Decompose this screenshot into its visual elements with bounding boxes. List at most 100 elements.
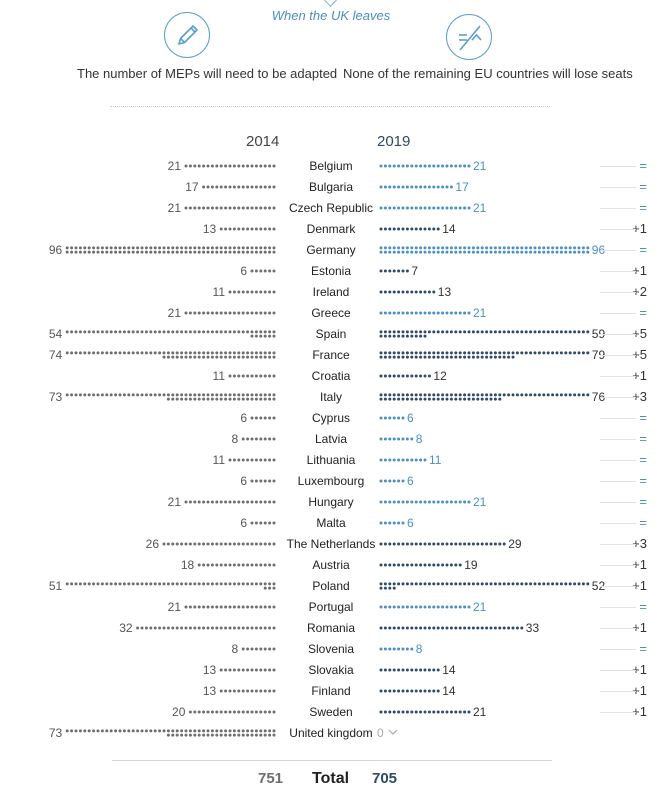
seat-dot-2019 xyxy=(423,605,427,609)
seat-dot-2019 xyxy=(436,250,440,254)
seat-dot-2014 xyxy=(250,437,254,441)
change-label: = xyxy=(639,641,647,656)
seat-dot-2019 xyxy=(427,311,431,315)
seat-dot-2014 xyxy=(210,605,214,609)
seat-dot-2019 xyxy=(546,393,550,397)
value-label-2019: 8 xyxy=(416,432,423,446)
seat-dot-2014 xyxy=(254,393,258,397)
seat-dot-2019 xyxy=(392,668,396,672)
seat-dot-2014 xyxy=(127,351,131,355)
seat-dot-2019 xyxy=(410,668,414,672)
seat-dot-2019 xyxy=(507,246,511,250)
seat-dot-2014 xyxy=(250,250,254,254)
value-label-2019: 76 xyxy=(592,390,606,404)
seat-dot-2019 xyxy=(586,330,590,334)
seat-dot-2019 xyxy=(379,227,383,231)
seat-dot-2019 xyxy=(581,393,585,397)
seat-dot-2014 xyxy=(188,397,192,401)
seat-dot-2014 xyxy=(272,334,276,338)
seat-dot-2019 xyxy=(445,206,449,210)
seat-dot-2014 xyxy=(215,397,219,401)
seat-dot-2014 xyxy=(96,250,100,254)
seat-dot-2014 xyxy=(162,582,166,586)
seat-dot-2019 xyxy=(467,710,471,714)
seat-dot-2019 xyxy=(476,246,480,250)
seat-dot-2019 xyxy=(414,458,418,462)
country-label: Cyprus xyxy=(312,411,350,425)
seat-dot-2014 xyxy=(197,397,201,401)
seat-dot-2019 xyxy=(454,206,458,210)
value-label-2019: 21 xyxy=(473,600,487,614)
seat-dot-2019 xyxy=(414,206,418,210)
seat-dot-2019 xyxy=(383,397,387,401)
seat-dot-2019 xyxy=(480,582,484,586)
seat-dot-2014 xyxy=(246,689,250,693)
seat-dot-2014 xyxy=(215,626,219,630)
seat-dot-2014 xyxy=(224,250,228,254)
seat-dot-2014 xyxy=(241,710,245,714)
seat-dot-2019 xyxy=(388,521,392,525)
seat-dot-2019 xyxy=(397,437,401,441)
seat-dot-2019 xyxy=(379,355,383,359)
seat-dot-2019 xyxy=(449,330,453,334)
seat-dot-2019 xyxy=(551,351,555,355)
seat-dot-2019 xyxy=(405,437,409,441)
seat-dot-2014 xyxy=(149,246,153,250)
seat-dot-2019 xyxy=(401,269,405,273)
seat-dot-2019 xyxy=(419,500,423,504)
seat-dot-2019 xyxy=(467,397,471,401)
seat-dot-2014 xyxy=(232,729,236,733)
seat-dot-2014 xyxy=(263,586,267,590)
seat-dot-2014 xyxy=(136,250,140,254)
seat-dot-2019 xyxy=(581,582,585,586)
seat-dot-2014 xyxy=(70,582,74,586)
seat-dot-2014 xyxy=(272,458,276,462)
seat-dot-2019 xyxy=(423,250,427,254)
country-label: France xyxy=(312,348,350,362)
value-label-2019: 21 xyxy=(473,705,487,719)
seat-dot-2019 xyxy=(410,437,414,441)
seat-dot-2019 xyxy=(427,605,431,609)
seat-dot-2019 xyxy=(401,563,405,567)
seat-dot-2019 xyxy=(454,355,458,359)
change-label: = xyxy=(639,599,647,614)
seat-dot-2019 xyxy=(454,542,458,546)
seat-dot-2014 xyxy=(254,246,258,250)
seat-dot-2019 xyxy=(436,563,440,567)
seat-dot-2019 xyxy=(423,351,427,355)
country-label: Poland xyxy=(312,579,349,593)
seat-dot-2019 xyxy=(476,393,480,397)
seat-dot-2014 xyxy=(197,729,201,733)
seat-dot-2014 xyxy=(83,729,87,733)
seat-dot-2014 xyxy=(232,374,236,378)
seat-dot-2019 xyxy=(476,397,480,401)
seat-dot-2019 xyxy=(414,185,418,189)
seat-dot-2014 xyxy=(193,250,197,254)
seat-dot-2014 xyxy=(241,689,245,693)
seat-dot-2019 xyxy=(423,668,427,672)
seat-dot-2014 xyxy=(259,521,263,525)
seat-dot-2019 xyxy=(573,351,577,355)
seat-dot-2019 xyxy=(559,330,563,334)
change-label: +1 xyxy=(632,620,647,635)
seat-dot-2019 xyxy=(414,250,418,254)
seat-dot-2019 xyxy=(449,311,453,315)
country-label: Portugal xyxy=(309,600,354,614)
seat-dot-2014 xyxy=(246,668,250,672)
seat-dot-2019 xyxy=(520,626,524,630)
seat-dot-2014 xyxy=(184,246,188,250)
seat-dot-2014 xyxy=(237,374,241,378)
seat-dot-2014 xyxy=(272,689,276,693)
seat-dot-2019 xyxy=(427,330,431,334)
seat-dot-2014 xyxy=(78,330,82,334)
seat-dot-2014 xyxy=(237,500,241,504)
seat-dot-2019 xyxy=(392,416,396,420)
seat-dot-2019 xyxy=(546,330,550,334)
seat-dot-2019 xyxy=(520,246,524,250)
seat-dot-2014 xyxy=(193,605,197,609)
seat-dot-2019 xyxy=(388,563,392,567)
seat-dot-2014 xyxy=(254,250,258,254)
seat-dot-2014 xyxy=(215,250,219,254)
seat-dot-2019 xyxy=(414,542,418,546)
seat-dot-2014 xyxy=(237,458,241,462)
